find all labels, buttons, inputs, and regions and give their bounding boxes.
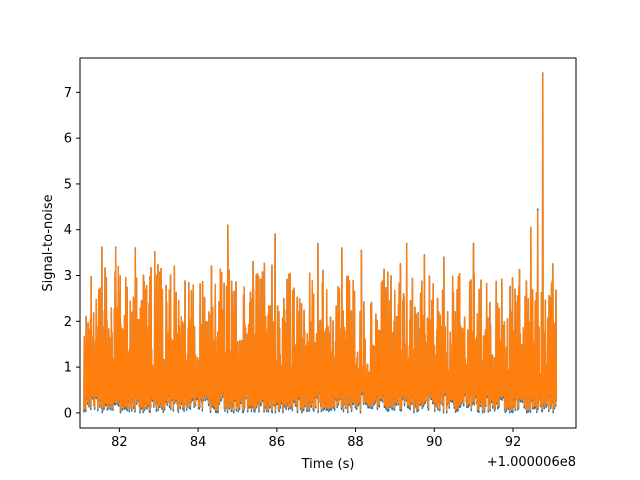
series-layer [83,72,558,414]
x-tick-label: 82 [111,435,128,450]
y-axis: 0 1 2 3 4 5 6 7 [64,86,80,421]
y-tick-label: 3 [64,269,72,284]
x-axis: 82 84 86 88 90 92 [111,428,521,450]
y-tick-label: 0 [64,406,72,421]
series-line-2 [83,73,558,412]
y-tick-label: 7 [64,86,72,101]
y-tick-label: 4 [64,223,72,238]
x-tick-label: 88 [347,435,364,450]
y-tick-label: 6 [64,132,72,147]
x-offset-label: +1.000006e8 [487,455,576,470]
x-tick-label: 84 [190,435,207,450]
x-axis-label: Time (s) [301,457,355,472]
x-tick-label: 92 [505,435,522,450]
x-tick-label: 90 [426,435,443,450]
y-axis-label: Signal-to-noise [41,194,56,291]
y-tick-label: 1 [64,361,72,376]
y-tick-label: 5 [64,177,72,192]
plot-frame [79,57,577,429]
x-tick-label: 86 [269,435,286,450]
y-tick-label: 2 [64,315,72,330]
